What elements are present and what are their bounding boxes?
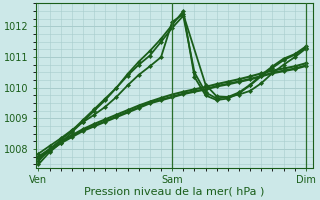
X-axis label: Pression niveau de la mer( hPa ): Pression niveau de la mer( hPa ) [84,187,264,197]
